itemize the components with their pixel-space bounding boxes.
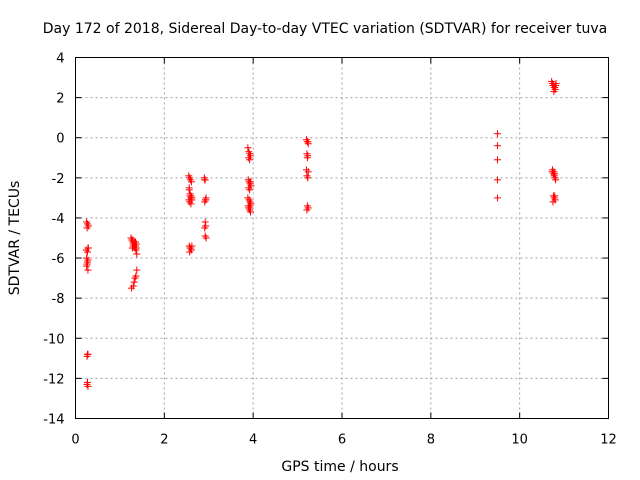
x-tick-label: 12 — [600, 433, 617, 448]
y-tick-label: -2 — [52, 172, 65, 187]
y-tick-label: 2 — [56, 92, 64, 107]
data-point — [132, 244, 140, 252]
y-tick-label: -4 — [52, 212, 65, 227]
data-point — [551, 170, 559, 178]
data-point — [550, 88, 558, 96]
data-point — [304, 168, 312, 176]
x-tick-label: 0 — [71, 433, 79, 448]
data-point — [131, 238, 139, 246]
data-point — [246, 186, 254, 194]
data-point — [493, 142, 501, 150]
data-point — [187, 178, 195, 186]
data-point — [246, 202, 254, 210]
data-point — [84, 350, 92, 358]
data-point — [493, 194, 501, 202]
data-point — [188, 242, 196, 250]
data-point — [187, 194, 195, 202]
x-tick-label: 6 — [338, 433, 346, 448]
data-point — [244, 144, 252, 152]
data-point — [247, 178, 255, 186]
data-point — [552, 176, 560, 184]
data-point — [132, 272, 140, 280]
data-point — [133, 266, 141, 274]
data-point — [202, 234, 210, 242]
data-point — [549, 198, 557, 206]
data-point — [247, 208, 255, 216]
data-point — [493, 176, 501, 184]
data-point — [202, 196, 210, 204]
chart-title: Day 172 of 2018, Sidereal Day-to-day VTE… — [43, 21, 607, 37]
data-point — [185, 186, 193, 194]
x-tick-label: 8 — [427, 433, 435, 448]
data-point — [552, 82, 560, 90]
data-point — [84, 266, 92, 274]
data-point — [84, 244, 92, 252]
plot-frame — [75, 57, 609, 419]
data-point — [201, 224, 209, 232]
data-point — [83, 262, 91, 270]
y-tick-label: -6 — [52, 252, 65, 267]
data-point — [493, 156, 501, 164]
data-point — [303, 154, 311, 162]
data-point — [187, 200, 195, 208]
data-point — [83, 224, 91, 232]
data-point — [304, 174, 312, 182]
x-tick-label: 2 — [160, 433, 168, 448]
y-tick-label: 4 — [56, 52, 64, 67]
data-point — [201, 176, 209, 184]
data-point — [551, 192, 559, 200]
data-point — [129, 282, 137, 290]
data-points — [82, 78, 560, 390]
y-tick-label: -10 — [43, 332, 64, 347]
data-point — [130, 278, 138, 286]
x-tick-label: 10 — [511, 433, 528, 448]
data-point — [493, 130, 501, 138]
data-point — [304, 138, 312, 146]
data-point — [246, 156, 254, 164]
data-point — [186, 248, 194, 256]
grid — [75, 57, 609, 419]
x-tick-label: 4 — [249, 433, 257, 448]
data-point — [303, 206, 311, 214]
data-point — [133, 250, 141, 258]
y-tick-label: -12 — [43, 372, 64, 387]
data-point — [84, 382, 92, 390]
y-tick-label: -8 — [52, 292, 65, 307]
x-axis-label: GPS time / hours — [281, 459, 398, 475]
y-axis-label: SDTVAR / TECUs — [7, 181, 23, 296]
y-tick-label: -14 — [43, 413, 64, 428]
data-point — [83, 248, 91, 256]
axis-ticks: 0 2 4 6 8 10 12 -14 -12 -10 -8 -6 -4 -2 0 2 4 — [43, 52, 617, 448]
y-tick-label: 0 — [56, 132, 64, 147]
